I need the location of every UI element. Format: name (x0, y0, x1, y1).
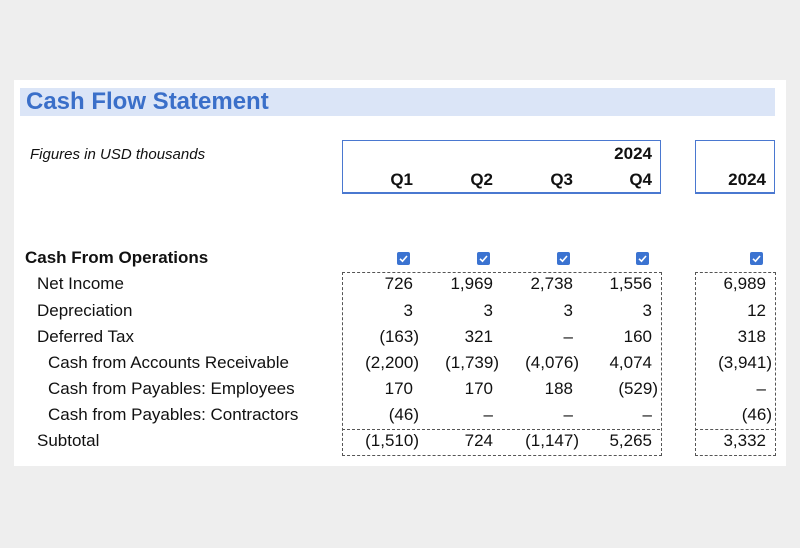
cell-value: 3 (403, 301, 413, 320)
row-label: Subtotal (37, 431, 100, 450)
row-label: Cash from Accounts Receivable (48, 353, 289, 372)
checkbox[interactable] (397, 252, 410, 265)
cell-value: (529) (618, 379, 658, 398)
cell-value: 318 (737, 327, 766, 346)
cell-value: 3 (483, 301, 493, 320)
checkbox[interactable] (477, 252, 490, 265)
cell-value: 3 (563, 301, 573, 320)
row-label: Cash from Payables: Contractors (48, 405, 299, 424)
row-label: Net Income (37, 274, 124, 293)
cell-value: (46) (741, 405, 772, 424)
cell-value: (46) (388, 405, 419, 424)
cell-value: (1,147) (525, 431, 579, 450)
cell-value: (3,941) (718, 353, 772, 372)
year-header: 2024 (614, 144, 652, 163)
header-box (695, 140, 775, 194)
cell-value: 6,989 (723, 274, 766, 293)
cell-value: – (563, 405, 573, 424)
checkbox[interactable] (557, 252, 570, 265)
subtotal-rule (342, 429, 660, 430)
cell-value: – (563, 327, 573, 346)
cell-value: 1,969 (450, 274, 493, 293)
cell-value: 1,556 (609, 274, 652, 293)
title-bar (20, 88, 775, 116)
data-box (342, 272, 662, 456)
cell-value: – (642, 405, 652, 424)
cell-value: 2,738 (530, 274, 573, 293)
checkbox[interactable] (636, 252, 649, 265)
check-mark (479, 255, 488, 263)
cell-value: (163) (379, 327, 419, 346)
row-label: Depreciation (37, 301, 133, 320)
header-box (342, 140, 661, 194)
cell-value: (2,200) (365, 353, 419, 372)
section-header: Cash From Operations (25, 248, 209, 267)
subtotal-rule (695, 429, 774, 430)
cell-value: 188 (544, 379, 573, 398)
cell-value: – (756, 379, 766, 398)
quarter-header: Q3 (550, 170, 573, 189)
cell-value: 12 (747, 301, 766, 320)
title: Cash Flow Statement (26, 88, 269, 115)
cell-value: 170 (384, 379, 413, 398)
checkbox[interactable] (750, 252, 763, 265)
check-mark (752, 255, 761, 263)
quarter-header: Q1 (390, 170, 413, 189)
cell-value: 321 (464, 327, 493, 346)
sheet (14, 80, 786, 466)
row-label: Cash from Payables: Employees (48, 379, 295, 398)
quarter-header: Q4 (629, 170, 652, 189)
cell-value: (4,076) (525, 353, 579, 372)
annual-header: 2024 (728, 170, 766, 189)
cell-value: 5,265 (609, 431, 652, 450)
subtitle: Figures in USD thousands (30, 146, 206, 163)
cell-value: 3 (642, 301, 652, 320)
cell-value: 726 (384, 274, 413, 293)
cell-value: 4,074 (609, 353, 652, 372)
quarter-header: Q2 (470, 170, 493, 189)
row-label: Deferred Tax (37, 327, 135, 346)
check-mark (559, 255, 568, 263)
cell-value: (1,510) (365, 431, 419, 450)
cell-value: (1,739) (445, 353, 499, 372)
data-box (695, 272, 776, 456)
check-mark (638, 255, 647, 263)
cell-value: 3,332 (723, 431, 766, 450)
cell-value: 724 (464, 431, 493, 450)
cell-value: – (483, 405, 493, 424)
check-mark (399, 255, 408, 263)
cell-value: 160 (623, 327, 652, 346)
cell-value: 170 (464, 379, 493, 398)
